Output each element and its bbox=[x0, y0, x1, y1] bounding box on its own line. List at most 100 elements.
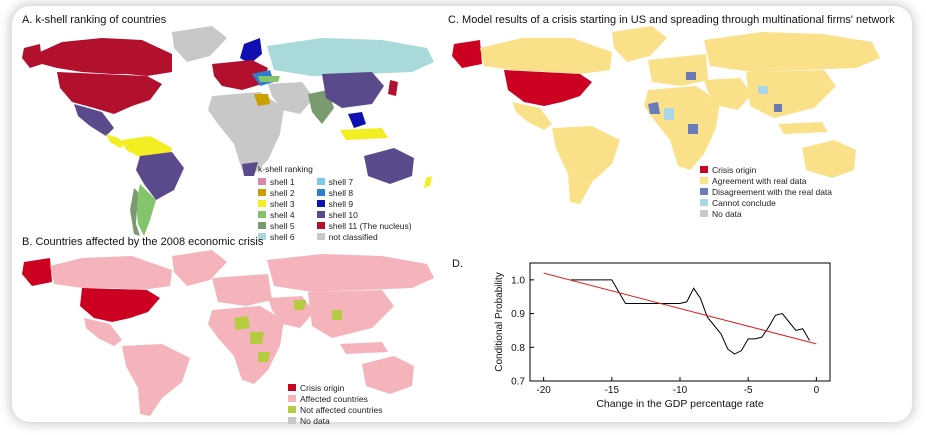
legend-a-item: shell 4 bbox=[258, 209, 295, 220]
map-c bbox=[452, 26, 880, 204]
legend-a-item: shell 10 bbox=[316, 209, 412, 220]
legend-a-swatch bbox=[258, 178, 266, 185]
map-b-africa-not-affected-3 bbox=[258, 352, 270, 362]
legend-a-label: shell 4 bbox=[270, 209, 295, 220]
legend-a-item: shell 3 bbox=[258, 198, 295, 209]
map-b-canada bbox=[50, 256, 172, 290]
map-b-europe bbox=[212, 274, 272, 306]
legend-a-item: shell 1 bbox=[258, 176, 295, 187]
legend-b-swatch bbox=[288, 384, 296, 391]
legend-b-swatch bbox=[288, 406, 296, 413]
map-c-africa-disagreement-1 bbox=[648, 102, 660, 114]
map-a-middle-east bbox=[268, 82, 314, 114]
legend-a-item: shell 11 (The nucleus) bbox=[316, 220, 412, 231]
map-b-indonesia bbox=[340, 342, 388, 354]
map-c-africa-cannot-conclude bbox=[664, 108, 674, 120]
legend-c: Crisis origin Agreement with real data Dis… bbox=[700, 164, 832, 219]
legend-a-label: shell 11 (The nucleus) bbox=[328, 220, 412, 231]
chart-x-tick-label: 0 bbox=[814, 385, 820, 396]
map-c-canada bbox=[480, 38, 612, 74]
map-c-asia-disagreement bbox=[774, 104, 782, 112]
legend-b-item: No data bbox=[288, 415, 383, 426]
legend-a-label: shell 8 bbox=[328, 187, 354, 198]
legend-b-label: Affected countries bbox=[300, 393, 368, 404]
legend-a-swatch bbox=[316, 233, 325, 240]
legend-a-swatch bbox=[258, 200, 266, 207]
map-a-europe bbox=[212, 60, 268, 90]
map-b bbox=[22, 250, 434, 416]
legend-c-label: Agreement with real data bbox=[712, 175, 807, 186]
legend-c-label: Cannot conclude bbox=[712, 197, 776, 208]
map-b-australia bbox=[362, 356, 414, 394]
legend-a-swatch bbox=[258, 211, 266, 218]
map-a-scandinavia bbox=[240, 38, 262, 64]
map-b-asia bbox=[308, 290, 394, 338]
map-c-usa bbox=[504, 70, 592, 106]
map-a-africa bbox=[208, 92, 284, 174]
map-c-europe-disagreement bbox=[686, 72, 696, 80]
map-c-africa bbox=[644, 86, 720, 170]
legend-b-swatch bbox=[288, 395, 296, 402]
legend-a-title: k-shell ranking bbox=[258, 164, 313, 174]
legend-a-label: shell 10 bbox=[328, 209, 358, 220]
legend-a-label: shell 2 bbox=[270, 187, 295, 198]
legend-a-item: shell 6 bbox=[258, 231, 295, 242]
legend-a: k-shell ranking shell 1 shell 2 shell 3 she… bbox=[258, 164, 412, 242]
map-c-middle-east bbox=[704, 78, 752, 110]
map-b-africa-not-affected-1 bbox=[234, 316, 250, 330]
map-c-asia-cannot-conclude bbox=[758, 86, 768, 94]
chart-x-axis-label: Change in the GDP percentage rate bbox=[596, 398, 763, 410]
legend-c-label: Disagreement with the real data bbox=[712, 186, 833, 197]
legend-a-item: shell 7 bbox=[316, 176, 412, 187]
legend-a-label: shell 1 bbox=[270, 176, 295, 187]
map-a-japan bbox=[388, 80, 398, 96]
map-b-russia bbox=[267, 254, 434, 292]
legend-a-item: shell 2 bbox=[258, 187, 295, 198]
legend-c-item: Disagreement with the real data bbox=[700, 186, 832, 197]
chart-d: -20 -15 -10 -5 0 0.7 0.8 0.9 1.0 Change in the GD… bbox=[494, 262, 831, 410]
map-a-new-zealand bbox=[424, 176, 432, 188]
map-a-south-africa bbox=[242, 162, 258, 176]
chart-x-tick-label: -15 bbox=[605, 385, 620, 396]
map-a-egypt bbox=[254, 94, 270, 106]
panel-c-title: C. Model results of a crisis starting in… bbox=[448, 14, 895, 26]
chart-x-tick-label: -5 bbox=[744, 385, 753, 396]
legend-c-label: No data bbox=[712, 208, 742, 219]
legend-c-item: Cannot conclude bbox=[700, 197, 832, 208]
map-c-russia bbox=[704, 32, 880, 72]
legend-b-item: Not affected countries bbox=[288, 404, 383, 415]
map-c-europe bbox=[648, 54, 708, 86]
map-b-africa-not-affected-2 bbox=[250, 332, 264, 344]
legend-a-swatch bbox=[258, 189, 266, 196]
map-a-greenland bbox=[172, 26, 227, 62]
map-a-usa bbox=[57, 72, 162, 114]
map-b-mexico bbox=[84, 318, 122, 346]
chart-y-tick-label: 0.9 bbox=[511, 309, 525, 320]
legend-c-swatch bbox=[700, 188, 708, 195]
map-a bbox=[22, 26, 434, 236]
legend-c-swatch bbox=[700, 210, 708, 217]
map-a-brazil bbox=[136, 152, 184, 200]
chart-y-axis-label: Conditional Probability bbox=[494, 272, 505, 372]
map-c-mexico bbox=[512, 102, 552, 130]
legend-c-swatch bbox=[700, 177, 708, 184]
chart-trend-line bbox=[543, 272, 817, 345]
map-b-asia-not-affected bbox=[332, 310, 342, 320]
legend-b-swatch bbox=[288, 417, 296, 424]
legend-a-label: shell 9 bbox=[328, 198, 354, 209]
legend-a-item: shell 5 bbox=[258, 220, 295, 231]
map-c-south-america bbox=[552, 126, 620, 204]
legend-a-swatch bbox=[258, 222, 266, 229]
chart-x-tick-label: -20 bbox=[536, 385, 551, 396]
chart-y-tick-label: 0.7 bbox=[511, 377, 525, 388]
legend-a-swatch bbox=[316, 222, 325, 229]
map-a-indonesia bbox=[340, 128, 388, 140]
map-a-argentina bbox=[136, 184, 156, 236]
legend-a-label: shell 7 bbox=[328, 176, 354, 187]
legend-a-swatch bbox=[316, 200, 325, 207]
legend-a-swatch bbox=[316, 211, 325, 218]
legend-b-item: Affected countries bbox=[288, 393, 383, 404]
map-a-chile bbox=[130, 188, 140, 236]
legend-a-item: shell 9 bbox=[316, 198, 412, 209]
legend-a-swatch bbox=[316, 178, 325, 185]
